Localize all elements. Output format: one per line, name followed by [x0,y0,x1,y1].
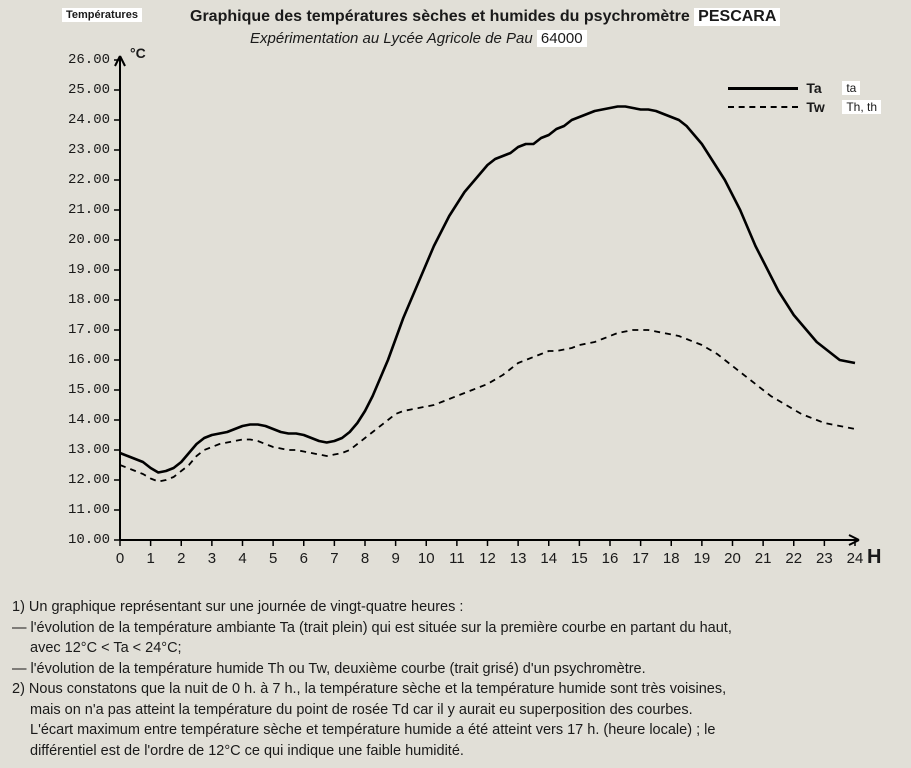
caption-line: mais on n'a pas atteint la température d… [12,701,899,721]
chart-area: 10.0011.0012.0013.0014.0015.0016.0017.00… [55,50,875,580]
caption-line: 2) Nous constatons que la nuit de 0 h. à… [12,680,899,700]
caption-line: 1) Un graphique représentant sur une jou… [12,598,899,618]
subtitle-code: 64000 [537,30,587,47]
y-axis-title: Températures [62,8,142,22]
caption-line: — l'évolution de la température humide T… [12,660,899,680]
chart-svg [55,50,875,580]
caption-line: différentiel est de l'ordre de 12°C ce q… [12,742,899,762]
subtitle-prefix: Expérimentation au Lycée Agricole de Pau [250,30,533,47]
chart-title: Graphique des températures sèches et hum… [190,8,780,26]
title-prefix: Graphique des températures sèches et hum… [190,8,690,25]
caption: 1) Un graphique représentant sur une jou… [12,598,899,763]
caption-line: — l'évolution de la température ambiante… [12,619,899,639]
caption-line: avec 12°C < Ta < 24°C; [12,639,899,659]
chart-subtitle: Expérimentation au Lycée Agricole de Pau… [250,30,587,47]
page: Températures Graphique des températures … [0,0,911,768]
caption-line: L'écart maximum entre température sèche … [12,721,899,741]
title-station: PESCARA [694,8,780,26]
